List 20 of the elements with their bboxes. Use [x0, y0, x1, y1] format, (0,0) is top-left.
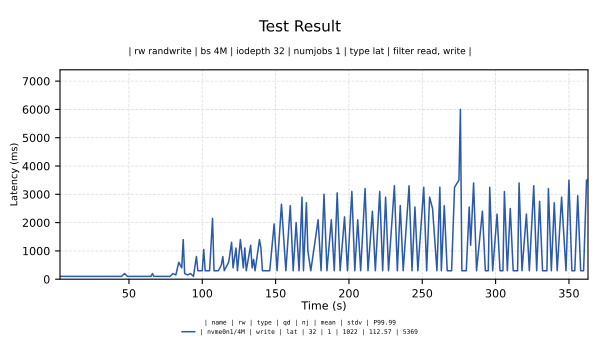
y-tick-label: 1000 — [23, 246, 50, 256]
x-tick-label: 300 — [486, 289, 506, 298]
chart-subtitle: | rw randwrite | bs 4M | iodepth 32 | numjobs 1 | type lat | filter read, write | — [130, 47, 470, 56]
y-tick-label: 3000 — [22, 190, 50, 199]
x-tick-label: 200 — [339, 289, 359, 298]
line-series — [60, 108, 588, 278]
y-tick-label: 0 — [44, 275, 50, 284]
y-tick-label: 4000 — [22, 162, 50, 170]
chart-title: Test Result — [258, 20, 341, 32]
y-tick-label: 7000 — [22, 77, 50, 86]
x-tick-label: 350 — [559, 289, 579, 298]
y-tick-label: 2000 — [22, 218, 50, 227]
y-axis-title: Latency (ms) — [10, 144, 20, 206]
x-tick-label: 100 — [192, 289, 212, 298]
x-axis-title: Time (s) — [301, 301, 346, 311]
y-tick-label: 5000 — [22, 134, 50, 142]
x-tick-label: 150 — [266, 289, 286, 298]
x-tick-label: 250 — [412, 289, 432, 298]
x-tick-label: 50 — [122, 289, 136, 298]
y-tick-label: 6000 — [22, 105, 50, 114]
